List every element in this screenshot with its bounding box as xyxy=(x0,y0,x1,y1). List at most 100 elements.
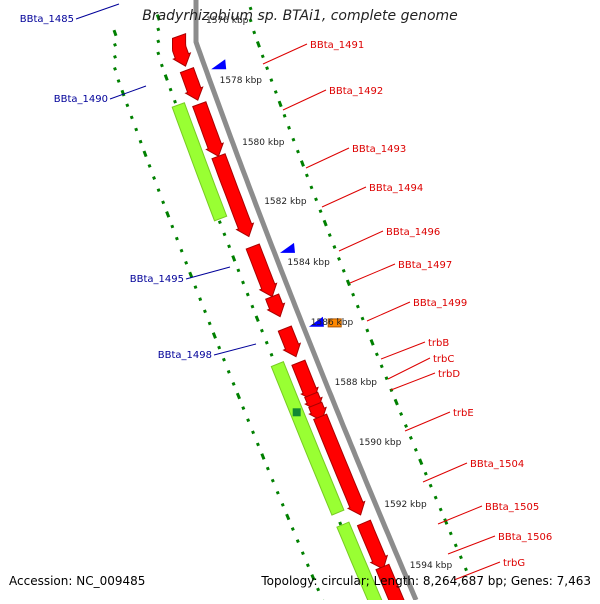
scale-label: 1590 kbp xyxy=(359,438,402,448)
track-tick xyxy=(314,197,318,202)
label-leader-lines xyxy=(75,3,501,581)
leader-line xyxy=(453,561,501,581)
track-tick xyxy=(113,54,117,59)
track-tick xyxy=(464,567,468,572)
gene-label: BBta_1498 xyxy=(158,350,212,361)
gene-label: BBta_1485 xyxy=(20,14,74,25)
green-feature xyxy=(336,521,384,604)
scale-label: 1584 kbp xyxy=(287,258,330,268)
track-tick xyxy=(309,185,314,190)
leader-line xyxy=(437,505,483,525)
track-tick xyxy=(198,297,203,302)
track-tick xyxy=(170,224,175,229)
green-marker xyxy=(292,408,301,417)
track-tick xyxy=(203,309,207,314)
track-tick xyxy=(235,392,241,400)
gene-label: BBta_1493 xyxy=(352,144,406,155)
gene-label: BBta_1490 xyxy=(54,94,108,105)
track-tick xyxy=(291,137,296,142)
forward-gene xyxy=(172,32,192,67)
gene-label: BBta_1492 xyxy=(329,86,383,97)
track-tick xyxy=(179,248,184,253)
genome-summary-text: Topology: circular; Length: 8,264,687 bp… xyxy=(261,574,591,588)
green-feature xyxy=(171,102,228,222)
track-tick xyxy=(443,518,449,525)
leader-line xyxy=(366,301,411,322)
leader-line xyxy=(321,186,367,208)
track-tick xyxy=(134,127,139,132)
scale-label: 1588 kbp xyxy=(335,378,378,388)
scale-label: 1586 kbp xyxy=(311,318,354,328)
track-tick xyxy=(296,149,300,154)
track-tick xyxy=(156,39,161,44)
reverse-gene xyxy=(308,316,324,327)
track-tick xyxy=(384,376,389,381)
track-tick xyxy=(318,209,323,214)
track-tick xyxy=(165,211,171,218)
track-tick xyxy=(404,424,408,428)
scale-ruler: 1576 kbp 1578 kbp 1580 kbp 1582 kbp 1584 kbp… xyxy=(206,16,452,571)
track-tick xyxy=(275,490,280,495)
green-feature xyxy=(270,361,345,516)
track-tick xyxy=(273,90,278,94)
gene-label: BBta_1491 xyxy=(310,40,364,51)
track-tick xyxy=(438,507,443,512)
track-tick xyxy=(365,328,370,333)
gene-label: BBta_1504 xyxy=(470,459,524,470)
track-tick xyxy=(173,99,177,104)
track-tick xyxy=(113,42,117,47)
scale-label: 1580 kbp xyxy=(242,138,285,148)
track-tick xyxy=(142,150,148,158)
scale-label: 1582 kbp xyxy=(264,197,307,207)
track-tick xyxy=(156,27,161,32)
track-tick xyxy=(129,115,134,120)
forward-gene xyxy=(211,153,255,238)
gene-label: BBta_1505 xyxy=(485,502,539,513)
track-tick xyxy=(305,563,310,568)
track-tick xyxy=(112,29,118,37)
track-tick xyxy=(374,352,379,357)
track-tick xyxy=(270,478,275,483)
leader-line xyxy=(422,462,468,483)
track-tick xyxy=(338,521,343,526)
forward-gene xyxy=(277,325,302,358)
track-tick xyxy=(453,543,458,548)
track-tick xyxy=(226,369,231,374)
track-tick xyxy=(327,233,332,238)
gene-label: trbB xyxy=(428,338,449,349)
leader-line xyxy=(390,372,436,391)
gene-label: BBta_1497 xyxy=(398,260,452,271)
track-tick xyxy=(264,340,269,345)
track-tick xyxy=(360,316,365,321)
track-tick xyxy=(277,100,283,108)
gene-label: BBta_1499 xyxy=(413,298,467,309)
track-tick xyxy=(152,176,156,180)
track-tick xyxy=(260,328,264,333)
gene-label: BBta_1495 xyxy=(130,274,184,285)
track-tick xyxy=(269,78,274,83)
reverse-gene xyxy=(211,59,227,70)
track-tick xyxy=(161,200,166,205)
forward-gene xyxy=(245,243,278,298)
track-tick xyxy=(156,51,161,56)
track-tick xyxy=(269,352,274,357)
track-tick xyxy=(265,66,270,71)
track-tick xyxy=(393,398,399,406)
track-tick xyxy=(159,63,164,68)
track-tick xyxy=(399,412,404,416)
track-tick xyxy=(287,125,291,130)
leader-line xyxy=(387,357,431,380)
genome-backbone xyxy=(193,0,419,601)
track-tick xyxy=(241,280,245,285)
track-tick xyxy=(174,236,179,241)
track-tick xyxy=(188,271,194,279)
track-tick xyxy=(299,160,305,167)
scale-label: 1578 kbp xyxy=(220,76,263,86)
track-tick xyxy=(413,447,418,452)
track-tick xyxy=(260,54,265,59)
track-tick xyxy=(155,14,161,21)
track-tick xyxy=(337,256,341,261)
track-tick xyxy=(113,66,117,71)
